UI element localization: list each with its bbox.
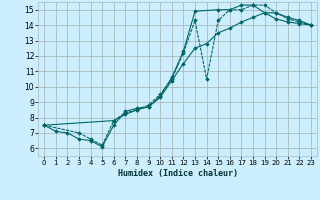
X-axis label: Humidex (Indice chaleur): Humidex (Indice chaleur) [118, 169, 238, 178]
